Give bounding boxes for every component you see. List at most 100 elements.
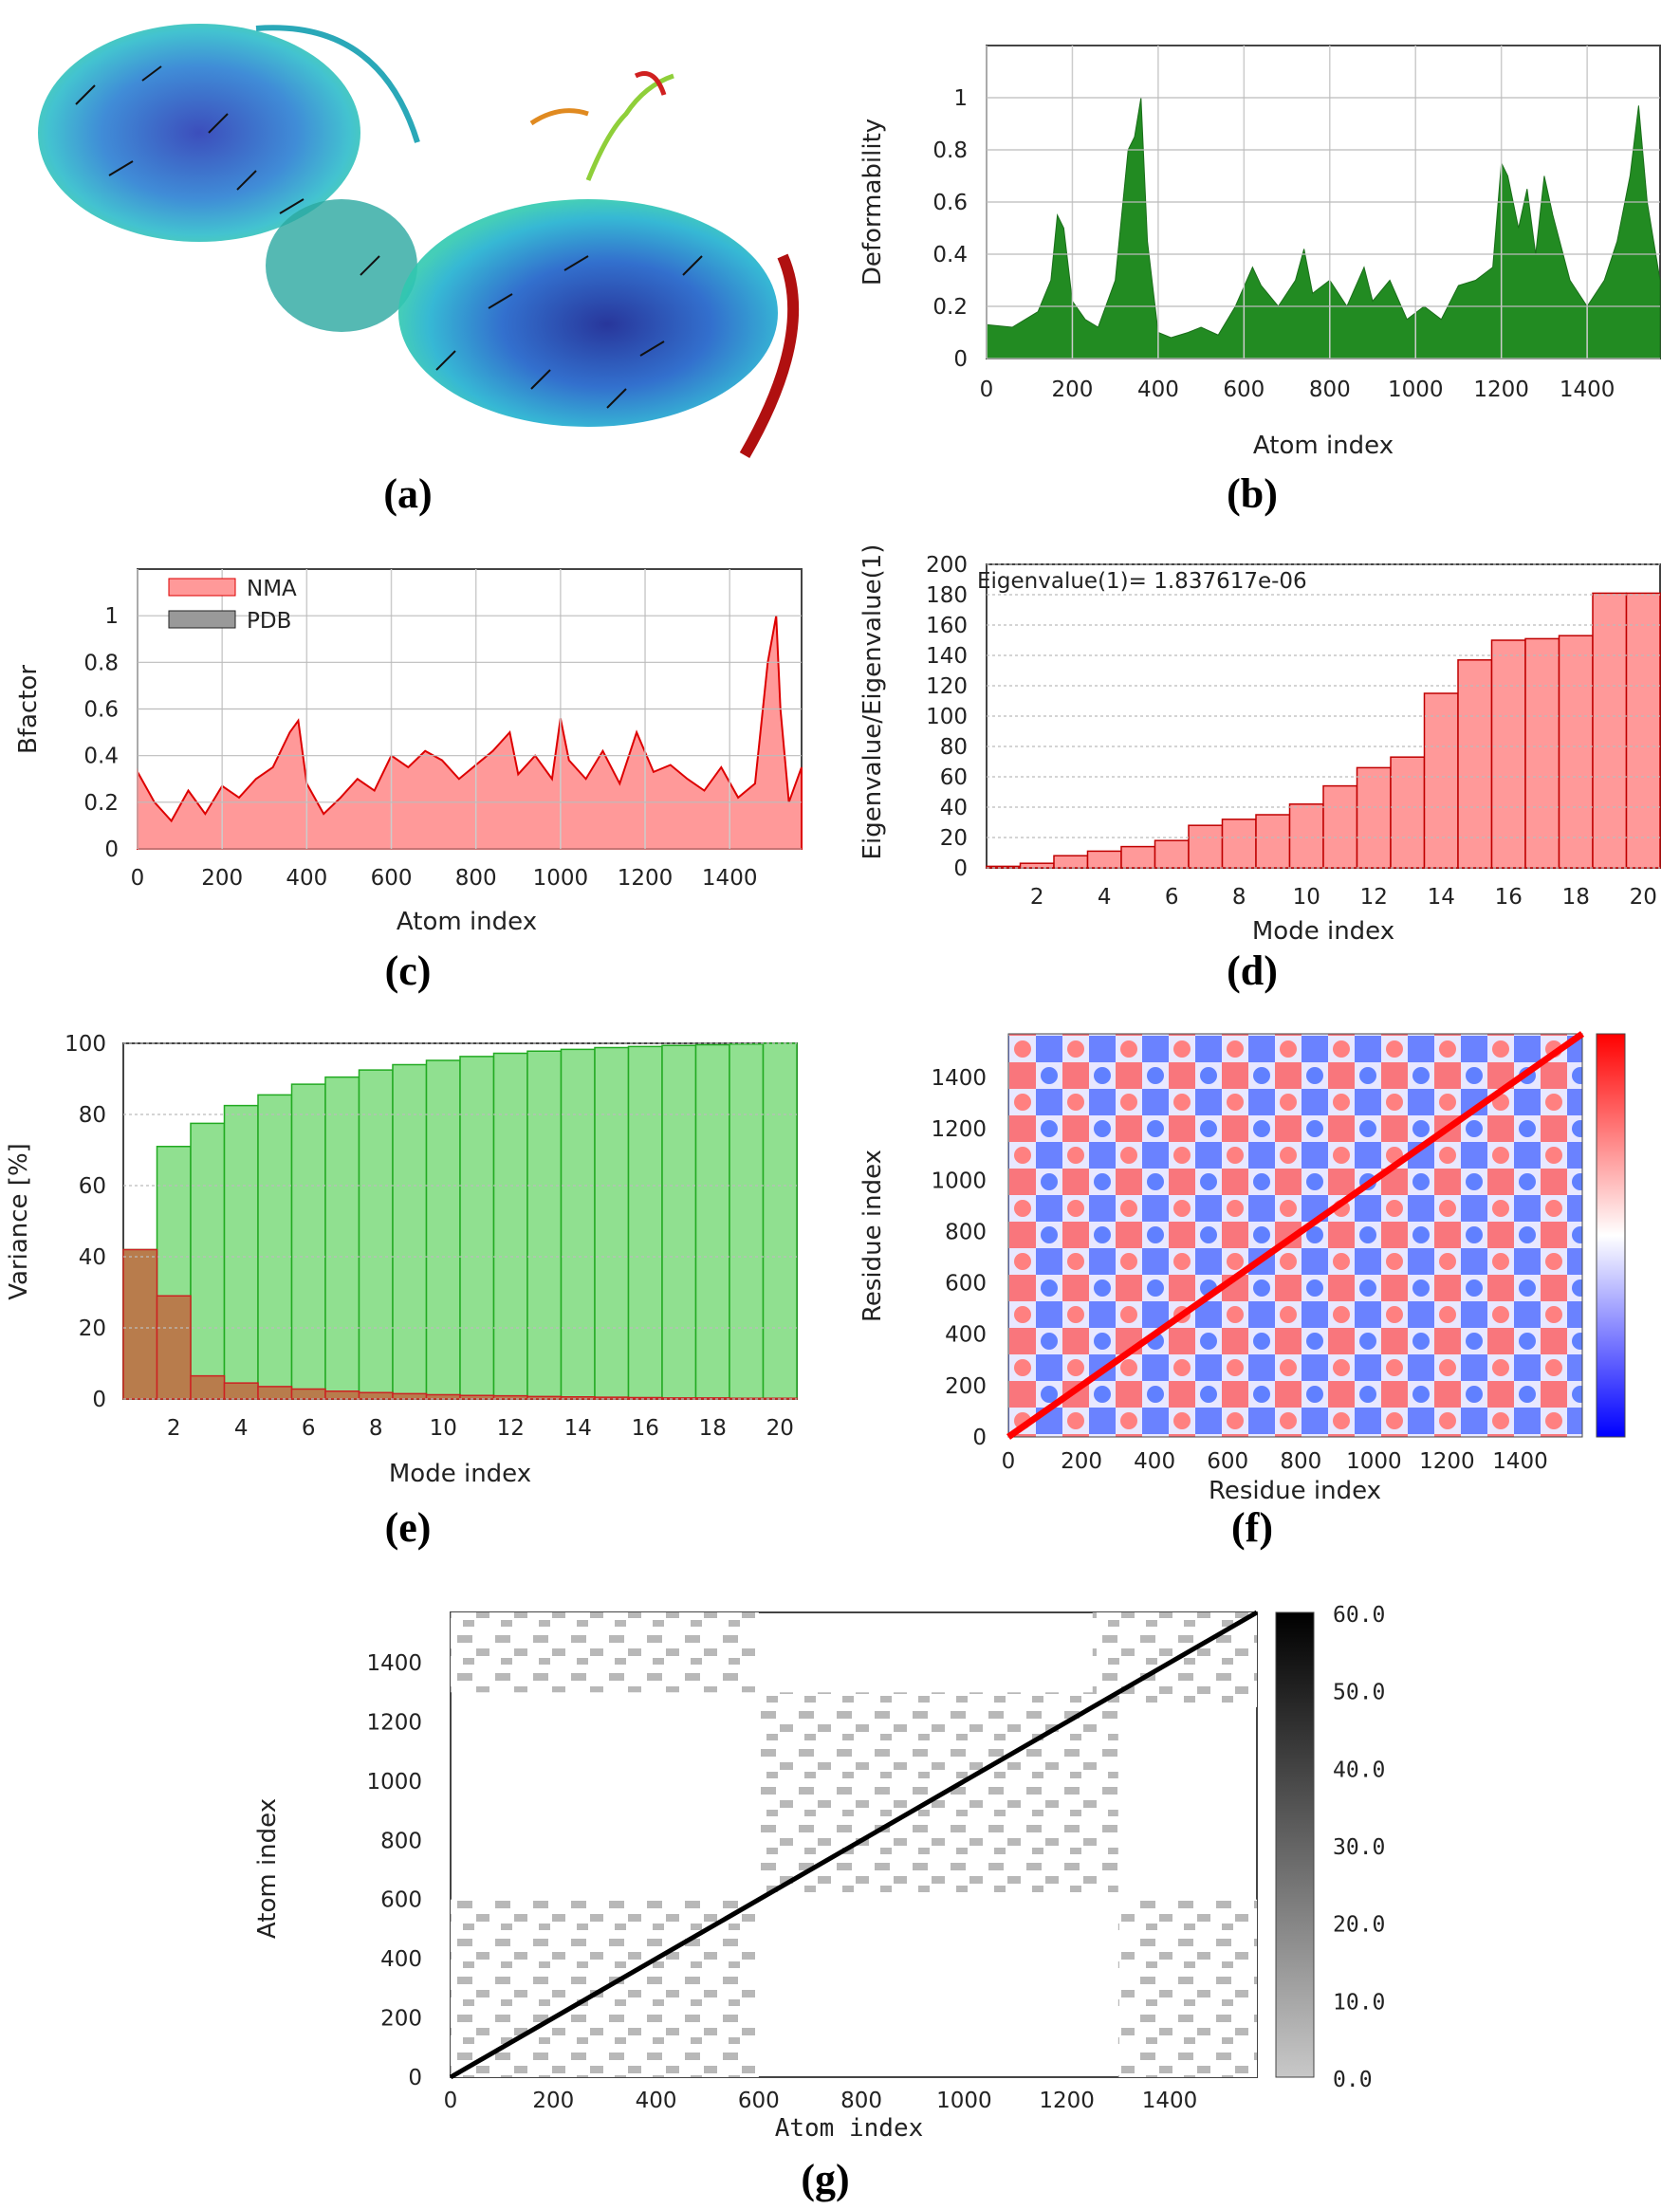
panel-label-b: (b) [1227,470,1278,517]
variance-ytick: 20 [79,1316,106,1341]
contact-map-xtick: 1200 [1039,2089,1095,2113]
contact-colorbar-tick: 0.0 [1333,2068,1373,2092]
correlation-ytick: 1200 [931,1117,987,1142]
contact-map-ytick: 0 [408,2066,422,2090]
correlation-xtick: 1400 [1492,1449,1548,1474]
eigenvalue-y-axis-label: Eigenvalue/Eigenvalue(1) [858,544,887,860]
variance-xtick: 6 [302,1416,316,1441]
legend-nma-swatch [168,578,236,597]
cumulative-variance-bar [661,1044,697,1400]
variance-ytick: 80 [79,1103,106,1128]
eigenvalue-xtick: 14 [1428,885,1455,910]
contact-colorbar-tick: 40.0 [1333,1758,1385,1782]
eigenvalue-bar [1490,639,1526,869]
panel-label-g: (g) [801,2156,850,2202]
correlation-xtick: 400 [1134,1449,1175,1474]
contact-region [1117,1899,1257,2077]
contact-map-xtick: 400 [636,2089,677,2113]
variance-x-axis-label: Mode index [389,1460,531,1488]
correlation-ytick: 800 [945,1220,987,1244]
bfactor-xtick: 1400 [702,866,758,891]
protein-structure-image [38,24,800,458]
correlation-y-axis-label: Residue index [858,1150,887,1322]
variance-xtick: 8 [369,1416,383,1441]
eigenvalue-bar [1154,839,1190,869]
contact-map-ytick: 1200 [366,1710,422,1735]
variance-xtick: 14 [564,1416,592,1441]
contact-map-xtick: 200 [532,2089,574,2113]
eigenvalue-bar [1390,756,1426,869]
eigenvalue-ytick: 60 [940,765,968,790]
variance-xtick: 4 [234,1416,249,1441]
variance-xtick: 2 [167,1416,181,1441]
variance-ytick: 0 [92,1388,106,1412]
legend-nma-label: NMA [247,577,297,601]
eigenvalue-bar [1288,803,1324,869]
correlation-ytick: 1400 [931,1066,987,1091]
deformability-ytick: 0.2 [932,295,968,320]
cumulative-variance-bar [257,1094,293,1400]
eigenvalue-ytick: 140 [926,644,968,669]
bfactor-ytick: 0.8 [83,651,119,675]
eigenvalue-xtick: 10 [1293,885,1320,910]
cumulative-variance-bar [560,1048,596,1400]
contact-map-ytick: 200 [380,2007,422,2032]
cumulative-variance-bar [223,1104,259,1400]
bfactor-xtick: 400 [286,866,327,891]
correlation-ytick: 1000 [931,1169,987,1193]
eigenvalue-ytick: 0 [953,856,968,881]
contact-colorbar-tick: 20.0 [1333,1913,1385,1938]
contact-map-xtick: 1400 [1142,2089,1198,2113]
correlation-xtick: 1200 [1419,1449,1475,1474]
contact-colorbar-tick: 30.0 [1333,1835,1385,1860]
individual-variance-bar [190,1374,226,1400]
bfactor-xtick: 200 [201,866,243,891]
variance-y-axis-label: Variance [%] [5,1143,33,1300]
eigenvalue-xtick: 6 [1165,885,1179,910]
bfactor-xtick: 800 [455,866,497,891]
correlation-ytick: 600 [945,1272,987,1297]
contact-map-ytick: 600 [380,1888,422,1913]
variance-xtick: 12 [497,1416,525,1441]
cumulative-variance-bar [290,1083,326,1400]
eigenvalue-ytick: 40 [940,796,968,820]
eigenvalue-xtick: 18 [1562,885,1590,910]
legend-pdb-label: PDB [247,609,291,634]
bfactor-xtick: 1000 [533,866,589,891]
deformability-xtick: 600 [1223,377,1265,402]
bfactor-xtick: 1200 [618,866,674,891]
eigenvalue-ytick: 120 [926,674,968,699]
correlation-diagonal [1006,1031,1585,1440]
variance-ytick: 100 [65,1032,106,1057]
eigenvalue-ytick: 80 [940,735,968,760]
bfactor-ytick: 0.6 [83,698,119,723]
bfactor-xtick: 600 [371,866,413,891]
panel-label-c: (c) [384,948,432,994]
eigenvalue-xtick: 8 [1232,885,1246,910]
contact-region [451,1612,759,1693]
deformability-ytick: 0.4 [932,243,968,267]
contact-map-ytick: 1400 [366,1651,422,1676]
eigenvalue-ytick: 160 [926,614,968,638]
deformability-xtick: 1400 [1560,377,1615,402]
eigenvalue-ytick: 180 [926,583,968,608]
deformability-ytick: 0.8 [932,138,968,163]
eigenvalue-bar [1457,659,1493,869]
bfactor-ytick: 0 [104,838,119,862]
individual-variance-bar [122,1248,158,1400]
eigenvalue-bar [1524,637,1560,869]
eigenvalue-ytick: 200 [926,553,968,578]
correlation-xtick: 0 [1002,1449,1016,1474]
bfactor-y-axis-label: Bfactor [14,665,43,754]
correlation-x-axis-label: Residue index [1209,1477,1381,1505]
deformability-xtick: 400 [1137,377,1179,402]
eigenvalue-bar [1188,824,1224,869]
eigenvalue-ytick: 100 [926,705,968,729]
variance-ytick: 60 [79,1174,106,1199]
deformability-xtick: 0 [980,377,994,402]
